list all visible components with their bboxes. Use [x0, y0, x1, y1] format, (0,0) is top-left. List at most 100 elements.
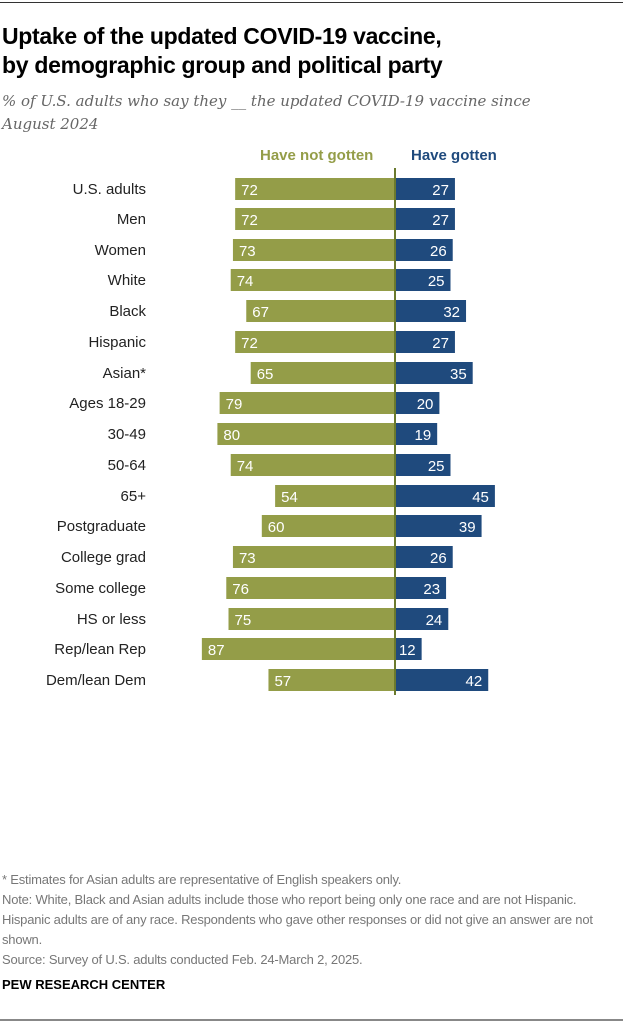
value-label-have-not-gotten: 57	[274, 673, 291, 690]
footnote-note: Note: White, Black and Asian adults incl…	[2, 892, 593, 947]
value-label-have-gotten: 23	[423, 581, 440, 598]
bar-row: Men 72 27	[117, 208, 455, 230]
top-rule	[0, 2, 623, 3]
value-label-have-not-gotten: 74	[237, 458, 254, 475]
bar-have-gotten	[395, 577, 447, 599]
bar-row: Rep/lean Rep 87 12	[54, 638, 422, 660]
chart-subtitle: % of U.S. adults who say they __ the upd…	[2, 92, 531, 133]
bar-row: Dem/lean Dem 57 42	[46, 669, 489, 691]
bar-have-gotten	[395, 331, 455, 353]
value-label-have-gotten: 27	[432, 335, 449, 352]
footnotes: * Estimates for Asian adults are represe…	[2, 870, 617, 970]
value-label-have-not-gotten: 75	[235, 612, 252, 629]
value-label-have-not-gotten: 72	[241, 335, 258, 352]
value-label-have-gotten: 12	[399, 642, 416, 659]
brand-label: PEW RESEARCH CENTER	[2, 977, 166, 992]
value-label-have-gotten: 39	[459, 519, 476, 536]
bar-have-not-gotten	[235, 208, 395, 230]
bar-have-not-gotten	[246, 300, 395, 322]
value-label-have-not-gotten: 79	[226, 396, 243, 413]
value-label-have-gotten: 32	[443, 304, 460, 321]
bar-row: Hispanic 72 27	[88, 331, 455, 353]
value-label-have-gotten: 42	[466, 673, 483, 690]
category-label: Ages 18-29	[69, 395, 146, 412]
bar-have-not-gotten	[232, 546, 395, 568]
bar-have-gotten	[395, 208, 455, 230]
bottom-rule	[0, 1019, 623, 1021]
value-label-have-not-gotten: 72	[241, 182, 258, 199]
value-label-have-not-gotten: 73	[239, 550, 256, 567]
bar-have-not-gotten	[230, 454, 395, 476]
bar-have-not-gotten	[201, 638, 395, 660]
bar-row: Some college 76 23	[55, 577, 447, 599]
legend-have-gotten: Have gotten	[411, 147, 497, 164]
bar-row: 30-49 80 19	[108, 423, 438, 445]
bar-have-not-gotten	[268, 669, 395, 691]
value-label-have-gotten: 25	[428, 458, 445, 475]
bar-have-gotten	[395, 485, 495, 507]
value-label-have-gotten: 45	[472, 489, 489, 506]
bar-have-not-gotten	[230, 269, 395, 291]
category-label: U.S. adults	[73, 181, 146, 198]
bar-have-gotten	[395, 423, 438, 445]
value-label-have-not-gotten: 60	[268, 519, 285, 536]
diverging-bar-chart: U.S. adults 72 27 Men 72 27 Women 73 26 White 74 25…	[46, 168, 495, 695]
bar-row: Black 67 32	[109, 300, 467, 322]
bar-have-not-gotten	[275, 485, 395, 507]
footnote-source: Source: Survey of U.S. adults conducted …	[2, 952, 363, 967]
bar-have-not-gotten	[232, 239, 395, 261]
bar-have-gotten	[395, 178, 455, 200]
bar-row: Postgraduate 60 39	[57, 515, 482, 537]
bar-have-not-gotten	[217, 423, 395, 445]
bar-have-not-gotten	[250, 362, 395, 384]
bar-have-not-gotten	[219, 392, 395, 414]
bar-have-gotten	[395, 269, 451, 291]
bar-have-not-gotten	[228, 608, 395, 630]
category-label: Black	[109, 303, 146, 320]
value-label-have-not-gotten: 72	[241, 212, 258, 229]
value-label-have-not-gotten: 54	[281, 489, 298, 506]
bar-have-not-gotten	[226, 577, 395, 599]
bar-have-gotten	[395, 392, 440, 414]
bar-have-gotten	[395, 239, 453, 261]
category-label: Dem/lean Dem	[46, 672, 146, 689]
value-label-have-gotten: 26	[430, 243, 447, 260]
bar-row: Women 73 26	[95, 239, 453, 261]
legend-have-not-gotten: Have not gotten	[260, 147, 374, 164]
category-label: Asian*	[103, 365, 147, 382]
value-label-have-gotten: 27	[432, 212, 449, 229]
bar-have-not-gotten	[235, 331, 395, 353]
category-label: College grad	[61, 549, 146, 566]
value-label-have-not-gotten: 80	[223, 427, 240, 444]
category-label: White	[108, 272, 146, 289]
bar-have-gotten	[395, 608, 449, 630]
bar-have-not-gotten	[261, 515, 395, 537]
value-label-have-gotten: 26	[430, 550, 447, 567]
value-label-have-not-gotten: 74	[237, 273, 254, 290]
category-label: 65+	[121, 488, 147, 505]
footnote-asian: * Estimates for Asian adults are represe…	[2, 872, 402, 887]
bar-row: College grad 73 26	[61, 546, 453, 568]
category-label: 30-49	[108, 426, 146, 443]
bar-row: Ages 18-29 79 20	[69, 392, 440, 414]
bar-have-gotten	[395, 362, 473, 384]
bar-row: White 74 25	[108, 269, 451, 291]
value-label-have-gotten: 27	[432, 182, 449, 199]
value-label-have-not-gotten: 73	[239, 243, 256, 260]
bar-have-gotten	[395, 300, 467, 322]
value-label-have-gotten: 35	[450, 366, 467, 383]
bar-have-gotten	[395, 515, 482, 537]
value-label-have-gotten: 20	[417, 396, 434, 413]
bar-have-gotten	[395, 454, 451, 476]
category-label: 50-64	[108, 457, 146, 474]
bar-have-gotten	[395, 546, 453, 568]
bar-have-gotten	[395, 669, 489, 691]
value-label-have-not-gotten: 76	[232, 581, 249, 598]
value-label-have-gotten: 19	[414, 427, 431, 444]
category-label: Postgraduate	[57, 518, 146, 535]
bar-row: U.S. adults 72 27	[73, 178, 455, 200]
category-label: Women	[95, 242, 146, 259]
category-label: Hispanic	[88, 334, 146, 351]
bar-row: HS or less 75 24	[77, 608, 449, 630]
bar-row: 65+ 54 45	[121, 485, 495, 507]
